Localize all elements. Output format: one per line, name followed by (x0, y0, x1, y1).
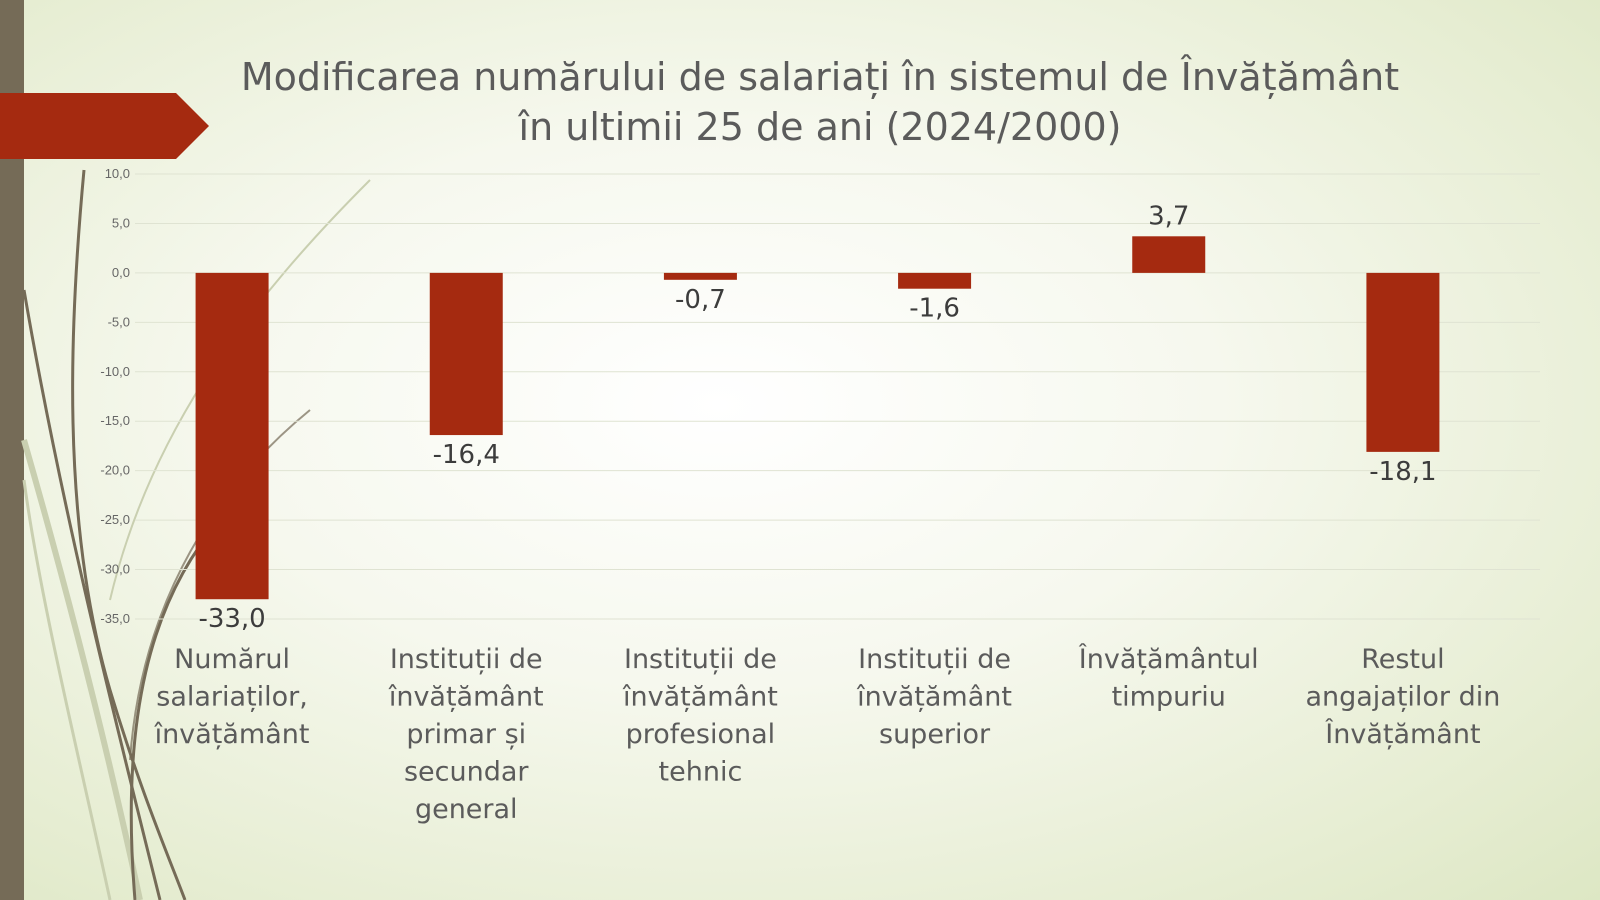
chart-title-line-1: Modificarea numărului de salariați în si… (240, 55, 1400, 99)
bar (1132, 236, 1206, 273)
y-tick-label: -20,0 (100, 463, 130, 478)
x-tick-label: Instituții de învățământ primar și secundar… (388, 644, 544, 825)
bar (195, 272, 269, 600)
bar (429, 272, 503, 436)
y-tick-label: -10,0 (100, 364, 130, 379)
x-tick-label: Instituții de învățământ superior (856, 644, 1012, 750)
x-tick-label: Instituții de învățământ profesional tehnic (622, 644, 778, 788)
data-label: -18,1 (1369, 457, 1436, 487)
y-tick-label: -30,0 (100, 562, 130, 577)
y-tick-label: 10,0 (105, 166, 130, 181)
bar (1366, 272, 1440, 452)
x-tick-label: Numărul salariaților, învățământ (154, 644, 310, 750)
data-label: -33,0 (198, 604, 265, 634)
y-tick-label: -35,0 (100, 611, 130, 626)
x-tick-label: Învățământul timpuriu (1078, 643, 1259, 713)
y-tick-label: 0,0 (112, 265, 130, 280)
bar (898, 272, 972, 289)
y-tick-label: -15,0 (100, 413, 130, 428)
x-tick-label: Restul angajaților din Învățământ (1305, 644, 1500, 750)
data-label: -16,4 (433, 440, 500, 470)
chart-title: Modificarea numărului de salariați în si… (200, 52, 1440, 152)
data-label: -1,6 (909, 294, 960, 324)
bar (663, 272, 737, 280)
data-label: 3,7 (1148, 201, 1189, 231)
y-tick-label: -25,0 (100, 512, 130, 527)
chart-title-line-2: în ultimii 25 de ani (2024/2000) (518, 105, 1122, 149)
data-label: -0,7 (675, 285, 726, 315)
y-tick-label: -5,0 (108, 314, 130, 329)
y-tick-label: 5,0 (112, 215, 130, 230)
title-accent-banner (0, 93, 209, 159)
